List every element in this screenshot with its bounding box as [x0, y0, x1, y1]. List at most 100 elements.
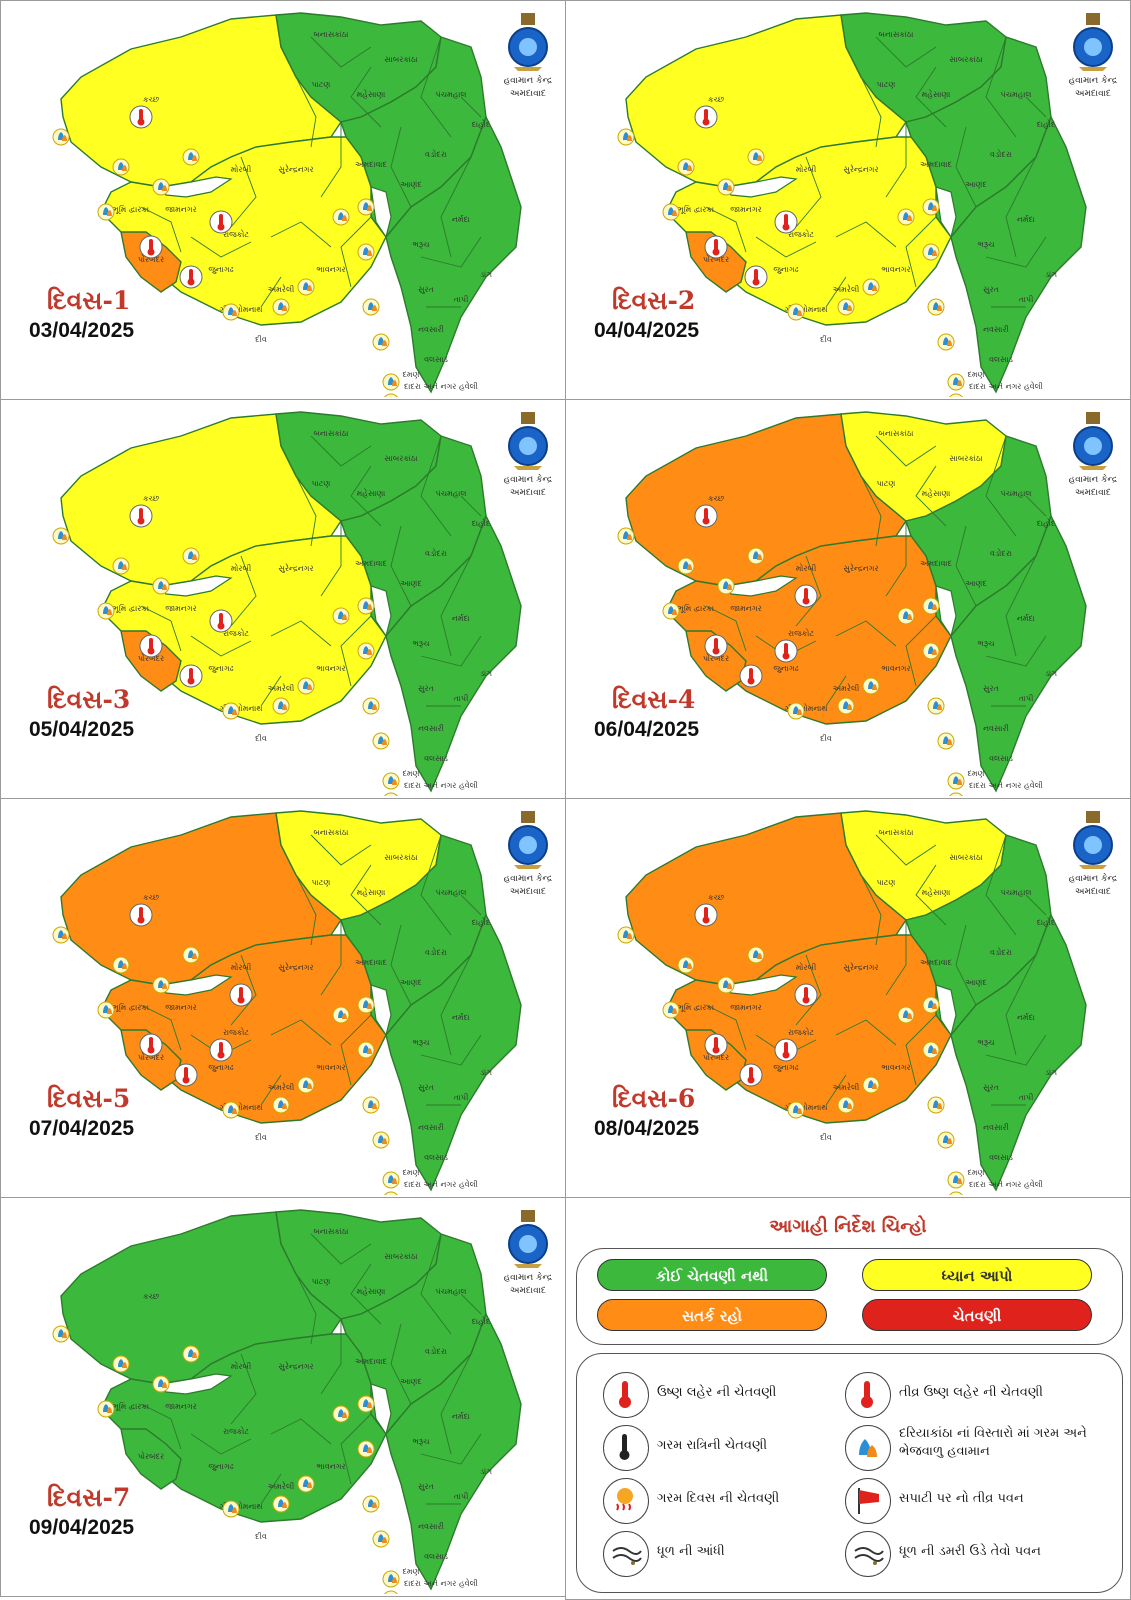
imd-logo-icon	[508, 1210, 548, 1268]
hot-humid-icon	[182, 1345, 200, 1363]
hot-humid-icon	[384, 393, 398, 397]
district-name: સાબરકાંઠા	[384, 54, 417, 64]
hot-humid-icon	[297, 278, 315, 296]
district-name: બનાસકાંઠા	[878, 29, 913, 39]
district-name: ડાંગ	[1045, 269, 1057, 279]
district-name: તાપી	[454, 295, 469, 304]
hot-humid-icon	[357, 1395, 375, 1413]
district-name: નર્મદા	[1017, 613, 1035, 623]
district-name: દેવભૂમિ દ્વારકા	[668, 603, 714, 615]
icon-legend-item: ગરમ દિવસ ની ચેતવણી	[603, 1478, 863, 1524]
district-name: દીવ	[820, 335, 832, 344]
hot-humid-icon	[152, 178, 170, 196]
imd-logo-icon	[1073, 811, 1113, 869]
district-name: જામનગર	[730, 604, 761, 613]
district-name: અમદાવાદ	[355, 1357, 387, 1366]
hot-humid-icon	[837, 298, 855, 316]
hot-humid-icon	[862, 677, 880, 695]
hot-humid-icon	[52, 1325, 70, 1343]
gujarat-map: કચ્છ બનાસકાંઠા પાટણ મહેસાણા સાબરકાંઠા અમદાવાદ…	[606, 805, 1106, 1195]
date-label: 03/04/2025	[29, 319, 135, 342]
district-name: સુરત	[418, 285, 434, 294]
district-name: દમણ	[967, 370, 984, 379]
district-name: ભરૂચ	[977, 240, 995, 249]
district-name: ભરૂચ	[412, 639, 430, 648]
district-name: મહેસાણા	[357, 887, 386, 897]
district-name: દેવભૂમિ દ્વારકા	[103, 204, 149, 216]
org-city: અમદાવાદ	[510, 89, 546, 99]
hot-humid-icon	[384, 1590, 398, 1594]
district-name: કચ્છ	[143, 893, 159, 902]
hot-humid-icon	[372, 732, 390, 750]
district-name: જુનાગઢ	[208, 265, 233, 274]
district-name: પંચમહાલ	[436, 488, 467, 498]
gujarat-map: કચ્છ બનાસકાંઠા પાટણ મહેસાણા સાબરકાંઠા અમદાવાદ…	[606, 406, 1106, 796]
gujarat-map: કચ્છ બનાસકાંઠા પાટણ મહેસાણા સાબરકાંઠા અમદાવાદ…	[41, 805, 541, 1195]
hot-humid-icon	[272, 298, 290, 316]
district-name: નર્મદા	[452, 1012, 470, 1022]
district-name: આણંદ	[965, 578, 987, 588]
heatwave-icon	[129, 903, 153, 927]
district-name: વડોદરા	[425, 1346, 447, 1356]
heatwave-icon	[794, 983, 818, 1007]
heatwave-icon	[739, 1063, 763, 1087]
org-name: હવામાન કેન્દ્ર	[503, 76, 553, 86]
district-name: સાબરકાંઠા	[949, 852, 982, 862]
gujarat-map: કચ્છ બનાસકાંઠા પાટણ મહેસાણા સાબરકાંઠા અમદાવાદ…	[41, 1204, 541, 1594]
district-name: દમણ	[402, 370, 419, 379]
district-name: વલસાડ	[424, 754, 448, 763]
district-name: મોરબી	[231, 1361, 252, 1371]
hot-humid-icon	[845, 1425, 891, 1471]
region-south	[385, 913, 522, 1192]
district-name: પંચમહાલ	[1001, 887, 1032, 897]
district-name: અમદાવાદ	[355, 160, 387, 169]
hot-humid-icon	[357, 597, 375, 615]
hot-day-icon	[603, 1478, 649, 1524]
icon-legend-item: તીવ્ર ઉષ્ણ લહેર ની ચેતવણી	[845, 1372, 1105, 1418]
org-name: હવામાન કેન્દ્ર	[503, 874, 553, 884]
district-name: રાજકોટ	[788, 628, 814, 638]
district-name: અમદાવાદ	[920, 160, 952, 169]
district-name: ભરૂચ	[412, 240, 430, 249]
imd-logo-icon	[1073, 412, 1113, 470]
district-name: દીવ	[820, 1133, 832, 1142]
gujarat-map: કચ્છ બનાસકાંઠા પાટણ મહેસાણા સાબરકાંઠા અમદાવાદ…	[41, 7, 541, 397]
district-name: જામનગર	[165, 205, 196, 214]
day-label: દિવસ-3	[47, 685, 131, 714]
district-name: આણંદ	[965, 977, 987, 987]
hot-humid-icon	[362, 697, 380, 715]
district-name: કચ્છ	[143, 95, 159, 104]
legend-panel: આગાહી નિર્દેશ ચિન્હો કોઈ ચેતવણી નથી ધ્યાન …	[565, 1197, 1131, 1600]
hot-humid-icon	[222, 1500, 240, 1518]
district-name: અમરેલી	[268, 1082, 295, 1092]
forecast-panel-day-6: કચ્છ બનાસકાંઠા પાટણ મહેસાણા સાબરકાંઠા અમદાવાદ…	[565, 798, 1131, 1198]
district-name: સુરેન્દ્રનગર	[843, 164, 878, 174]
district-name: નર્મદા	[1017, 214, 1035, 224]
imd-emblem: હવામાન કેન્દ્ર અમદાવાદ	[493, 1210, 563, 1298]
hot-humid-icon	[297, 677, 315, 695]
district-name: ડાંગ	[480, 269, 492, 279]
district-name: પોરબંદર	[138, 254, 164, 264]
severe-heatwave-icon	[845, 1372, 891, 1418]
hot-humid-icon	[384, 792, 398, 796]
hot-humid-icon	[927, 1096, 945, 1114]
day-label: દિવસ-5	[47, 1084, 131, 1113]
hot-humid-icon	[927, 697, 945, 715]
district-name: બનાસકાંઠા	[313, 29, 348, 39]
district-name: બનાસકાંઠા	[313, 827, 348, 837]
hot-humid-icon	[947, 373, 965, 391]
region-south	[950, 514, 1087, 793]
district-name: દમણ	[967, 1168, 984, 1177]
district-name: પંચમહાલ	[1001, 89, 1032, 99]
hot-humid-icon	[617, 527, 635, 545]
district-name: ડાંગ	[480, 1067, 492, 1077]
district-name: પાટણ	[877, 479, 896, 488]
forecast-panel-day-7: કચ્છ બનાસકાંઠા પાટણ મહેસાણા સાબરકાંઠા અમદાવાદ…	[0, 1197, 566, 1597]
hot-humid-icon	[152, 577, 170, 595]
hot-humid-icon	[182, 547, 200, 565]
icon-legend-label: સપાટી પર નો તીવ્ર પવન	[899, 1491, 1024, 1506]
warning-level-legend: કોઈ ચેતવણી નથી ધ્યાન આપો સતર્ક રહો ચેતવણી	[576, 1248, 1123, 1345]
district-name: તાપી	[1019, 295, 1034, 304]
district-name: ભાવનગર	[316, 265, 345, 274]
district-name: નવસારી	[418, 1522, 444, 1531]
